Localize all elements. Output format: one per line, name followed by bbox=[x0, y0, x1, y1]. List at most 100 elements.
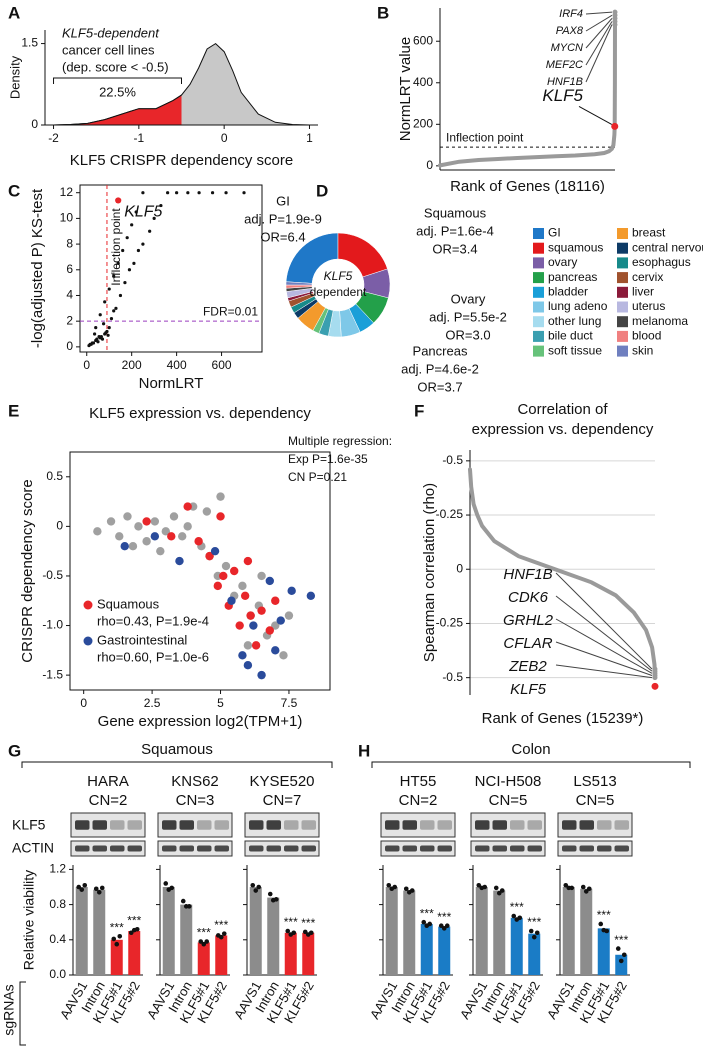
point bbox=[194, 537, 203, 546]
x-tick-label: 2.5 bbox=[144, 696, 161, 710]
point bbox=[210, 546, 220, 556]
point-label: KLF5 bbox=[124, 204, 162, 221]
cell-line-title: HT55 bbox=[400, 773, 437, 790]
bracket bbox=[53, 77, 182, 84]
callout-line bbox=[555, 641, 653, 676]
blot-band bbox=[301, 820, 316, 830]
bar bbox=[93, 889, 106, 975]
replicate-point bbox=[99, 885, 105, 891]
point bbox=[243, 661, 253, 670]
replicate-point bbox=[427, 921, 433, 927]
note: CN P=0.21 bbox=[288, 470, 347, 484]
annotation: KLF5-dependent bbox=[62, 25, 160, 40]
point bbox=[166, 191, 170, 195]
point bbox=[118, 293, 123, 298]
point bbox=[230, 566, 239, 576]
threshold-label: FDR=0.01 bbox=[203, 304, 258, 318]
y-tick-label: 200 bbox=[413, 116, 433, 130]
point bbox=[186, 191, 190, 195]
x-axis-label: KLF5 CRISPR dependency score bbox=[70, 152, 293, 169]
bar bbox=[267, 897, 280, 975]
point bbox=[109, 317, 114, 321]
legend-stat: rho=0.60, P=1.0e-6 bbox=[97, 649, 209, 664]
point bbox=[287, 586, 296, 596]
y-tick-label: -0.25 bbox=[436, 616, 464, 630]
point bbox=[97, 334, 101, 339]
threshold-label: Inflection point bbox=[446, 130, 524, 144]
sgrna-label: sgRNAs bbox=[1, 984, 17, 1035]
replicate-point bbox=[96, 889, 102, 895]
gene-label: HNF1B bbox=[547, 76, 583, 88]
y-tick-label: 8 bbox=[66, 236, 73, 250]
replicate-point bbox=[111, 936, 117, 942]
y-tick-label: 1.5 bbox=[21, 36, 38, 50]
bar bbox=[385, 887, 398, 975]
gene-label: CFLAR bbox=[503, 635, 552, 652]
legend-label: Squamous bbox=[97, 596, 160, 611]
bar bbox=[493, 890, 506, 975]
replicate-point bbox=[250, 882, 256, 888]
replicate-point bbox=[583, 889, 589, 894]
replicate-point bbox=[598, 921, 604, 927]
y-tick-label: -1.5 bbox=[42, 667, 63, 681]
blot-band bbox=[510, 820, 525, 830]
point bbox=[115, 532, 124, 541]
replicate-point bbox=[586, 886, 592, 892]
y-tick-label: 12 bbox=[60, 185, 74, 199]
blot-band bbox=[92, 820, 107, 830]
legend-swatch bbox=[533, 242, 544, 254]
y-tick-label: 2 bbox=[66, 313, 73, 327]
annotation-line: OR=3.0 bbox=[445, 327, 490, 342]
bar bbox=[249, 887, 262, 975]
point bbox=[242, 191, 246, 195]
annotation-line: OR=6.4 bbox=[260, 229, 305, 244]
legend-label: central nervous bbox=[632, 240, 703, 254]
legend-label: uterus bbox=[632, 299, 665, 313]
blot-band bbox=[197, 820, 212, 830]
replicate-point bbox=[180, 898, 186, 904]
x-axis-label: Rank of Genes (18116) bbox=[450, 178, 605, 195]
blot-band bbox=[579, 820, 594, 830]
point bbox=[107, 287, 111, 291]
panel-label: A bbox=[8, 3, 20, 22]
replicate-point bbox=[621, 952, 627, 958]
point bbox=[152, 216, 156, 220]
point bbox=[142, 517, 151, 526]
x-tick-label: 200 bbox=[122, 358, 142, 372]
significance: *** bbox=[510, 900, 524, 914]
bar bbox=[580, 888, 593, 975]
callout-line bbox=[585, 11, 613, 15]
group-bracket bbox=[371, 761, 691, 768]
center-label: KLF5 bbox=[324, 269, 353, 283]
gene-point bbox=[652, 675, 658, 681]
point bbox=[150, 532, 160, 541]
blot-band bbox=[510, 845, 525, 852]
point bbox=[167, 532, 176, 541]
gene-point bbox=[651, 682, 659, 690]
significance: *** bbox=[197, 926, 211, 940]
legend-label: cervix bbox=[632, 270, 663, 284]
replicate-point bbox=[618, 958, 624, 964]
blot-band bbox=[110, 845, 125, 852]
point bbox=[238, 651, 247, 660]
replicate-point bbox=[273, 897, 279, 902]
bar bbox=[615, 954, 628, 975]
legend-swatch bbox=[533, 330, 544, 342]
plot-frame bbox=[69, 451, 331, 691]
blot-band bbox=[127, 820, 142, 830]
y-tick-label: 1.2 bbox=[49, 862, 66, 876]
blot-band bbox=[284, 820, 299, 830]
point bbox=[136, 248, 141, 253]
replicate-point bbox=[169, 885, 175, 891]
point bbox=[240, 591, 250, 600]
annotation-line: adj. P=5.5e-2 bbox=[429, 309, 507, 324]
legend-label: ovary bbox=[548, 255, 577, 269]
replicate-point bbox=[476, 882, 482, 888]
y-axis-label: Density bbox=[7, 55, 22, 99]
point bbox=[197, 191, 201, 195]
point bbox=[156, 546, 165, 556]
blot-band bbox=[614, 845, 629, 852]
cell-line-title: NCI-H508 bbox=[475, 773, 542, 790]
blot-band bbox=[402, 845, 417, 852]
callout-line bbox=[555, 618, 653, 674]
